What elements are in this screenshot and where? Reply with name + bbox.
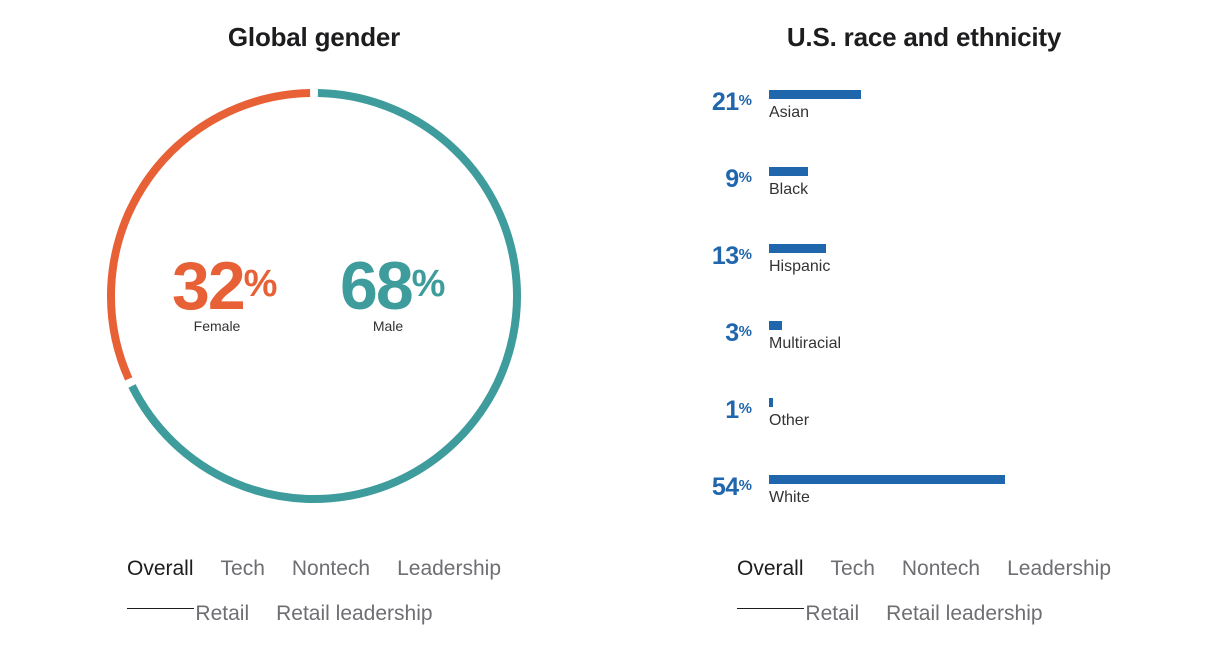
race-unit: % [738, 477, 752, 494]
race-unit: % [738, 400, 752, 417]
female-value: 32 [172, 248, 246, 324]
male-percent: 68% [340, 252, 445, 320]
race-value: 13 [711, 242, 739, 270]
race-row-white: 54% White [690, 474, 1110, 514]
race-bar [769, 398, 774, 407]
race-bar [769, 321, 783, 330]
gender-tab-retail-leadership[interactable]: Retail leadership [276, 602, 433, 625]
gender-tab-leadership[interactable]: Leadership [397, 557, 502, 580]
race-row-black: 9% Black [690, 166, 1110, 206]
race-tab-retail-leadership[interactable]: Retail leadership [886, 602, 1043, 625]
race-percent: 1% [725, 397, 752, 423]
race-bar [769, 167, 809, 176]
race-value: 3 [725, 319, 739, 347]
gender-tabs: Overall Tech Nontech Leadership Retail Retai… [114, 557, 514, 647]
race-value: 1 [725, 396, 739, 424]
race-percent: 13% [712, 243, 752, 269]
race-unit: % [738, 323, 752, 340]
gender-tab-tech[interactable]: Tech [220, 557, 265, 580]
race-label: Hispanic [769, 258, 831, 275]
race-percent: 21% [712, 89, 752, 115]
race-percent: 54% [712, 474, 752, 500]
race-chart-title: U.S. race and ethnicity [786, 22, 1062, 52]
female-percent: 32% [172, 252, 277, 320]
race-value: 54 [711, 473, 739, 501]
race-unit: % [738, 169, 752, 186]
race-row-multiracial: 3% Multiracial [690, 320, 1110, 360]
race-tab-overall[interactable]: Overall [736, 557, 804, 609]
race-tabs: Overall Tech Nontech Leadership Retail Retai… [724, 557, 1124, 647]
race-label: Asian [769, 104, 810, 121]
race-value: 9 [725, 165, 739, 193]
female-label: Female [193, 318, 241, 334]
female-unit: % [243, 263, 278, 305]
race-bar [769, 244, 826, 253]
race-tab-tech[interactable]: Tech [830, 557, 875, 580]
gender-tab-overall[interactable]: Overall [126, 557, 194, 609]
race-value: 21 [711, 88, 739, 116]
race-label: Black [769, 181, 809, 198]
race-tab-leadership[interactable]: Leadership [1007, 557, 1112, 580]
race-tab-nontech[interactable]: Nontech [901, 557, 981, 580]
male-label: Male [372, 318, 404, 334]
gender-tab-retail[interactable]: Retail [195, 602, 250, 625]
male-arc [128, 89, 521, 503]
race-label: Multiracial [769, 335, 842, 352]
race-row-hispanic: 13% Hispanic [690, 243, 1110, 283]
race-bar [769, 475, 1005, 484]
race-label: White [769, 489, 810, 506]
gender-tab-nontech[interactable]: Nontech [291, 557, 371, 580]
female-arc [107, 89, 311, 381]
gender-chart-title: Global gender [227, 22, 401, 52]
race-tab-retail[interactable]: Retail [805, 602, 860, 625]
race-row-asian: 21% Asian [690, 89, 1110, 129]
race-row-other: 1% Other [690, 397, 1110, 437]
race-percent: 3% [725, 320, 752, 346]
male-unit: % [411, 263, 446, 305]
race-bar [769, 90, 861, 99]
male-value: 68 [340, 248, 414, 324]
gender-donut-chart [107, 89, 521, 503]
race-label: Other [769, 412, 810, 429]
race-unit: % [738, 92, 752, 109]
race-unit: % [738, 246, 752, 263]
race-percent: 9% [725, 166, 752, 192]
